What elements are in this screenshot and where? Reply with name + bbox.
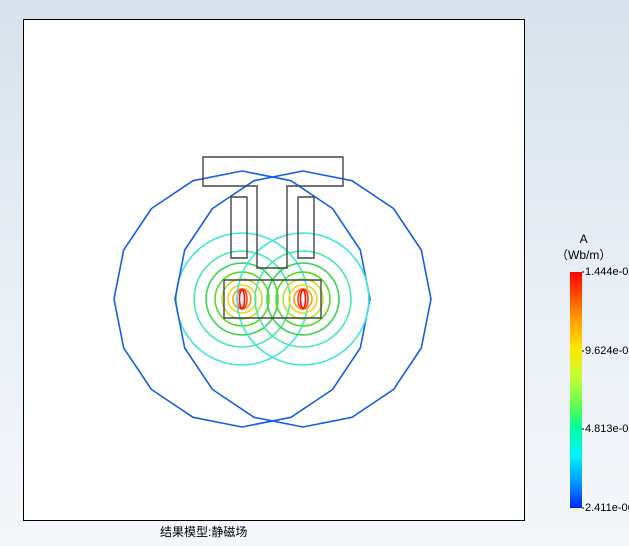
legend-title-unit: （Wb/m） <box>556 248 611 262</box>
legend-tick-label: 1.444e-02 <box>585 266 629 278</box>
result-caption: 结果模型:静磁场 <box>160 523 247 540</box>
legend-title: A （Wb/m） <box>556 232 611 263</box>
legend-colorbar <box>570 272 582 508</box>
contour-diagram <box>0 0 629 546</box>
legend-title-symbol: A <box>580 232 588 246</box>
legend-tick-label: 2.411e-06 <box>585 502 629 514</box>
legend-tick-label: 9.624e-03 <box>585 345 629 357</box>
legend-tick-label: 4.813e-03 <box>585 423 629 435</box>
